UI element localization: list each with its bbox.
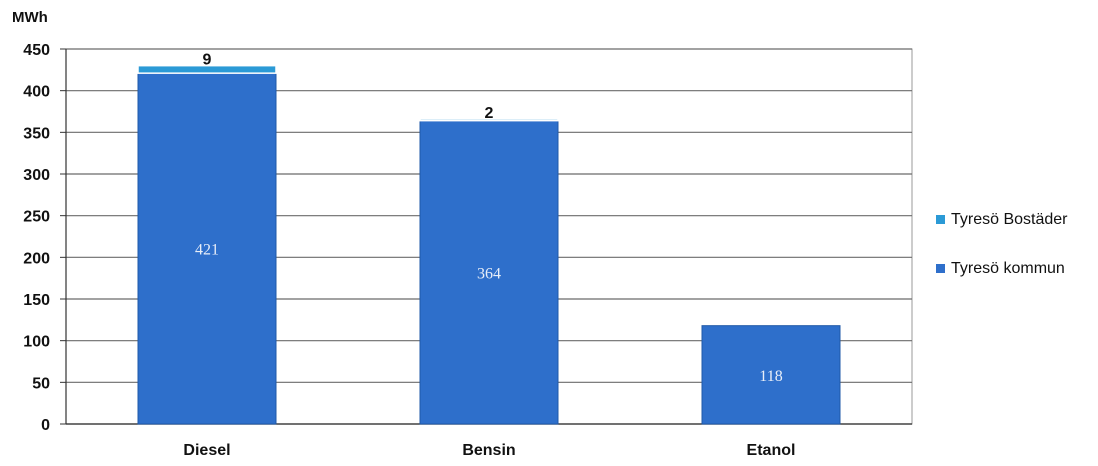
bar-bensin-series-1 <box>419 118 559 122</box>
y-unit-label: MWh <box>12 9 48 26</box>
x-category-label: Bensin <box>462 442 515 459</box>
bar-etanol-series-0 <box>701 325 841 425</box>
bars-layer <box>137 64 841 425</box>
y-tick-label: 450 <box>23 42 50 59</box>
x-category-label: Diesel <box>183 442 230 459</box>
legend-label: Tyresö kommun <box>951 260 1065 277</box>
y-tick-label: 0 <box>41 417 50 434</box>
legend-label: Tyresö Bostäder <box>951 211 1068 228</box>
y-tick-label: 200 <box>23 250 50 267</box>
y-tick-label: 350 <box>23 125 50 142</box>
labels-layer: 421 9 Diesel 364 2 Bensin 118 Etanol <box>183 52 795 459</box>
y-tick-label: 400 <box>23 84 50 101</box>
legend-swatch <box>936 264 945 273</box>
bar-diesel-series-0 <box>137 72 277 425</box>
y-tick-label: 300 <box>23 167 50 184</box>
inner-data-label: 421 <box>195 242 219 259</box>
legend: Tyresö Bostäder Tyresö kommun <box>936 211 1068 277</box>
y-tick-label: 150 <box>23 292 50 309</box>
x-category-label: Etanol <box>747 442 796 459</box>
top-data-label: 2 <box>485 105 494 122</box>
bar-diesel-series-1 <box>137 64 277 74</box>
inner-data-label: 364 <box>477 265 501 282</box>
top-data-label: 9 <box>203 52 212 69</box>
y-tick-label: 50 <box>32 375 50 392</box>
y-tick-label: 100 <box>23 334 50 351</box>
legend-swatch <box>936 215 945 224</box>
inner-data-label: 118 <box>759 368 782 385</box>
bar-bensin-series-0 <box>419 120 559 425</box>
y-tick-label: 250 <box>23 209 50 226</box>
